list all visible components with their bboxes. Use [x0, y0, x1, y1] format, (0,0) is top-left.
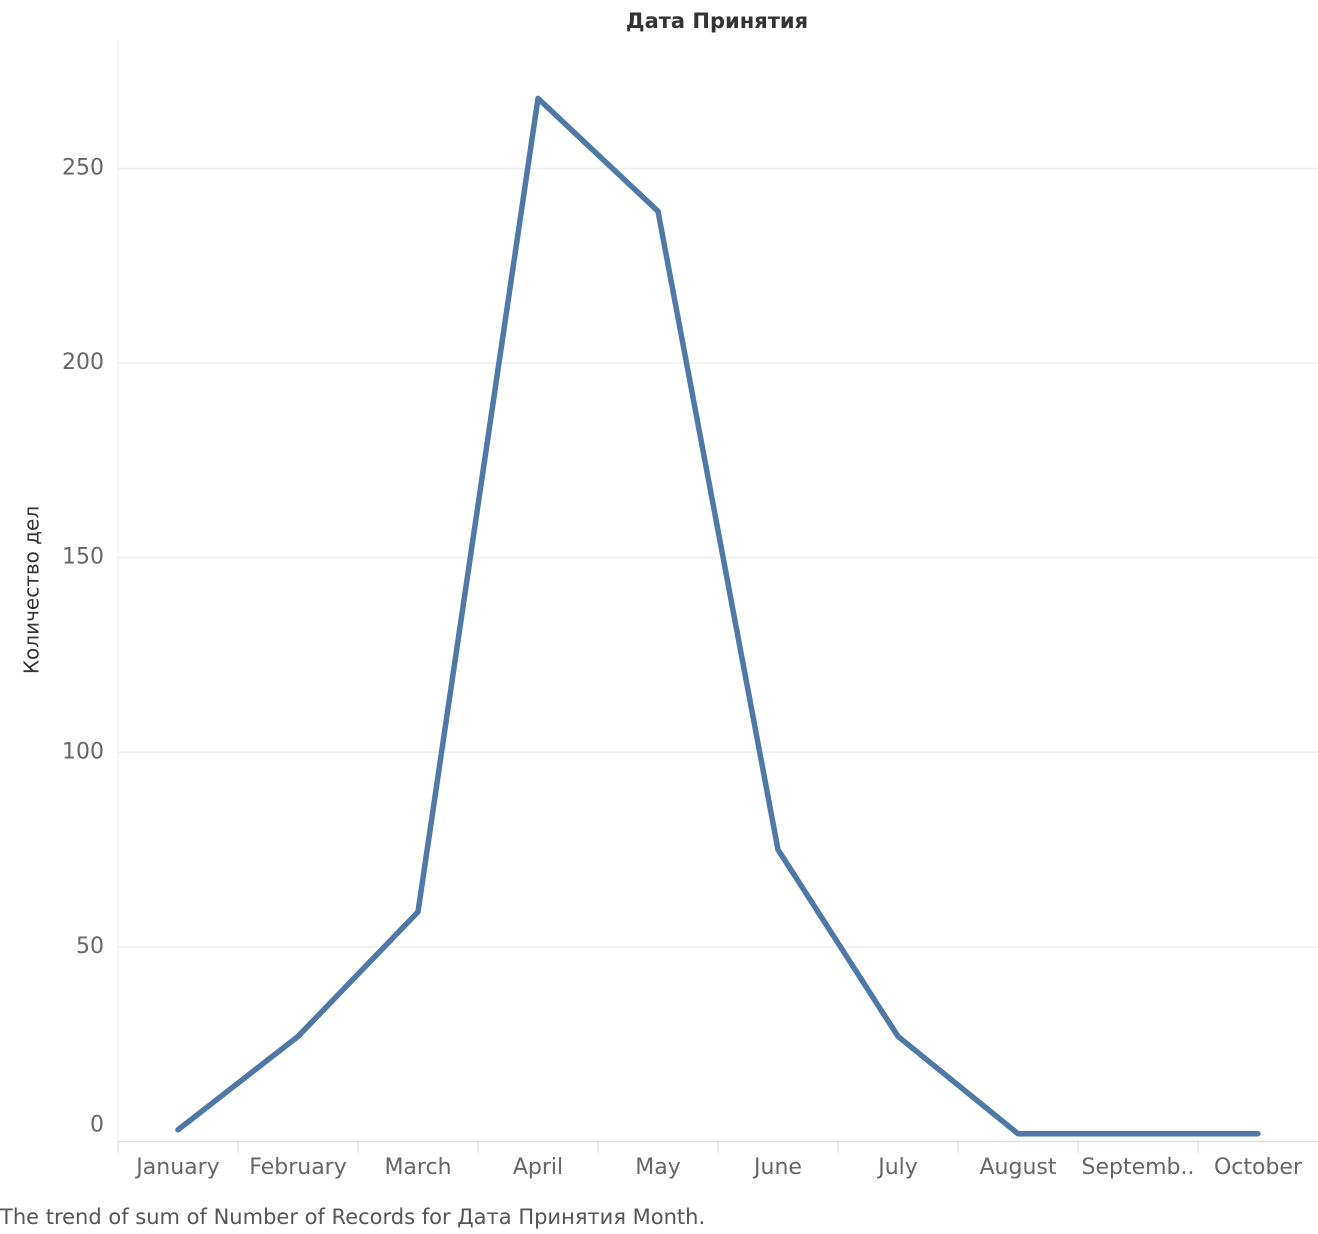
y-tick-label: 100: [62, 739, 104, 764]
x-tick-label: April: [513, 1155, 563, 1180]
x-tick-label: October: [1214, 1155, 1303, 1180]
y-axis-title: Количество дел: [20, 506, 44, 674]
x-tick-label: June: [752, 1155, 802, 1180]
chart-title: Дата Принятия: [626, 9, 808, 33]
y-tick-label: 50: [76, 934, 104, 959]
caption: The trend of sum of Number of Records fo…: [0, 1205, 705, 1229]
y-tick-label: 150: [62, 545, 104, 570]
y-tick-label: 0: [90, 1113, 104, 1138]
x-tick-label: August: [980, 1155, 1057, 1180]
line: [175, 95, 1261, 1137]
x-tick-label: May: [635, 1155, 680, 1180]
x-tick-label: January: [134, 1155, 219, 1180]
y-tick-label: 250: [62, 155, 104, 180]
y-tick-label: 200: [62, 350, 104, 375]
x-tick-label: March: [384, 1155, 451, 1180]
x-tick-label: February: [249, 1155, 347, 1180]
x-tick-label: July: [876, 1155, 918, 1180]
x-tick-label: Septemb..: [1081, 1155, 1194, 1180]
